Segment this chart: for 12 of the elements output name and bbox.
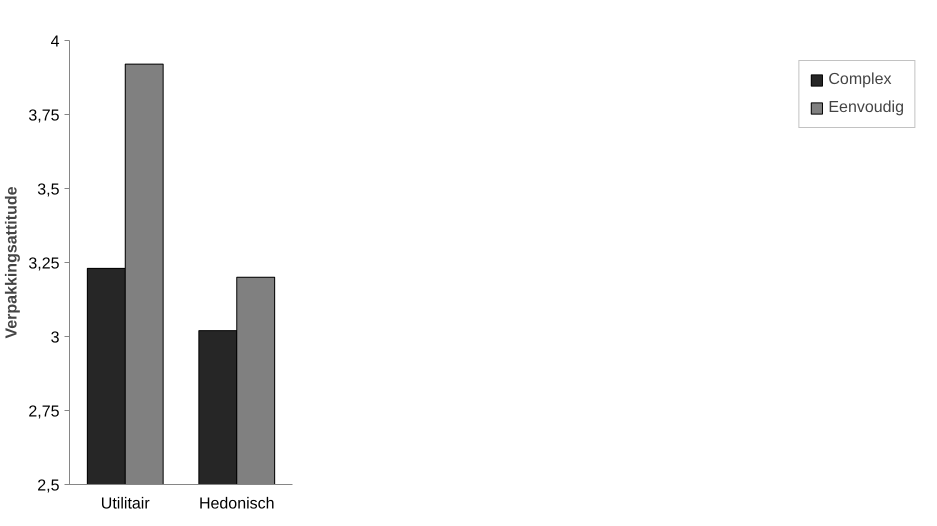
- y-axis-title: Verpakkingsattitude: [3, 186, 20, 339]
- y-tick-label: 4: [50, 34, 60, 50]
- y-tick-label: 3: [50, 330, 60, 346]
- legend-label: Eenvoudig: [828, 99, 904, 117]
- x-tick-label: Utilitair: [100, 496, 150, 512]
- legend-label: Complex: [828, 71, 892, 89]
- y-tick-label: 2,75: [28, 404, 60, 420]
- y-tick-label: 3,75: [28, 108, 60, 124]
- y-tick-label: 3,25: [28, 256, 60, 272]
- y-tick-label: 2,5: [37, 478, 60, 494]
- x-tick-label: Hedonisch: [198, 496, 275, 512]
- y-tick-label: 3,5: [37, 182, 60, 198]
